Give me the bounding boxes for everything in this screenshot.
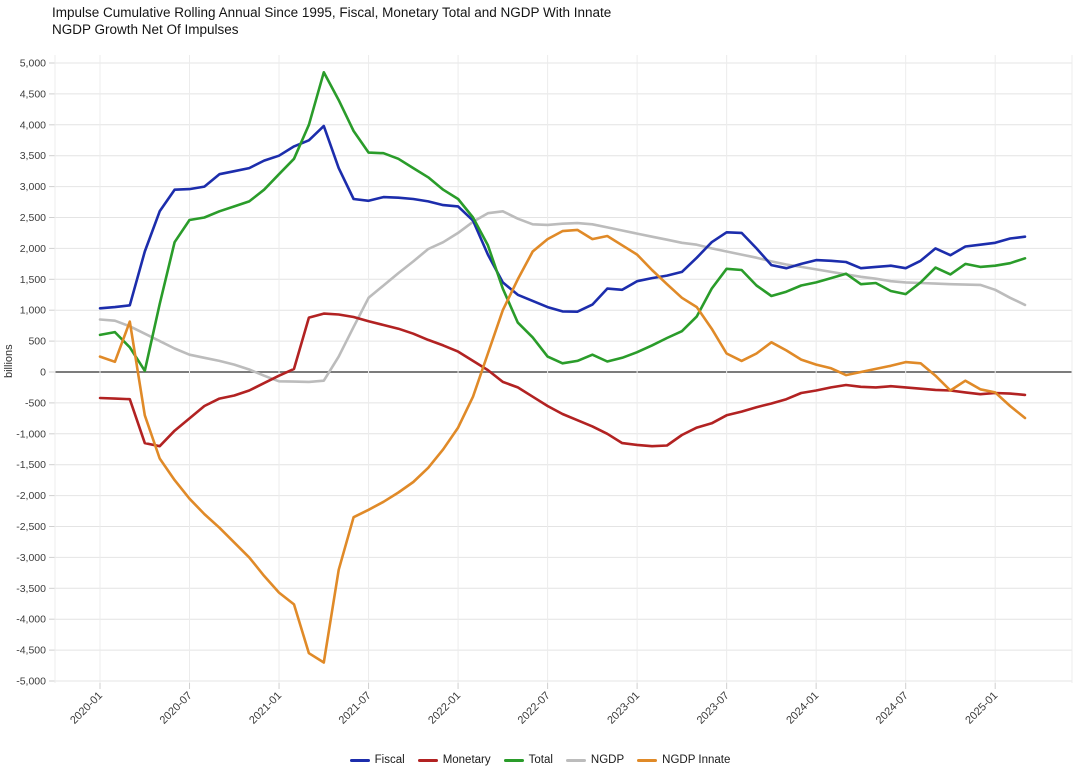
- y-tick-label: -3,000: [16, 552, 46, 564]
- legend-label: Total: [528, 754, 553, 766]
- y-tick-label: 0: [40, 367, 46, 379]
- legend-swatch-icon: [417, 758, 438, 762]
- y-tick-label: -5,000: [16, 676, 46, 688]
- y-tick-label: -1,000: [16, 428, 46, 440]
- legend-item-ngdp: NGDP: [565, 754, 625, 766]
- x-tick-label: 2022-01: [426, 690, 463, 727]
- y-tick-label: 2,000: [20, 243, 46, 255]
- x-tick-label: 2023-01: [605, 690, 642, 727]
- legend-item-ngdp-innate: NGDP Innate: [637, 754, 730, 766]
- chart-title: Impulse Cumulative Rolling Annual Since …: [52, 5, 612, 38]
- x-tick-label: 2023-07: [695, 690, 732, 727]
- legend-swatch-icon: [503, 758, 524, 762]
- legend: Fiscal Monetary Total NGDP NGDP Innate: [0, 754, 1080, 766]
- y-tick-label: -3,500: [16, 583, 46, 595]
- x-tick-label: 2024-07: [874, 690, 911, 727]
- y-tick-label: 3,500: [20, 150, 46, 162]
- y-tick-label: -2,000: [16, 490, 46, 502]
- y-tick-label: 4,000: [20, 119, 46, 131]
- x-tick-label: 2020-07: [158, 690, 195, 727]
- y-tick-label: 2,500: [20, 212, 46, 224]
- legend-swatch-icon: [565, 758, 586, 762]
- y-tick-label: 500: [28, 336, 46, 348]
- series-line-ngdp: [98, 210, 1027, 384]
- series-line-monetary: [98, 312, 1027, 448]
- series-line-total: [98, 71, 1027, 373]
- y-tick-label: -4,500: [16, 645, 46, 657]
- x-tick-label: 2025-01: [963, 690, 1000, 727]
- y-tick-label: -2,500: [16, 521, 46, 533]
- legend-swatch-icon: [637, 758, 658, 762]
- y-tick-label: -4,000: [16, 614, 46, 626]
- series-line-fiscal: [98, 124, 1027, 314]
- x-tick-label: 2021-01: [247, 690, 284, 727]
- legend-label: Fiscal: [374, 754, 405, 766]
- legend-label: NGDP Innate: [662, 754, 731, 766]
- y-tick-label: 5,000: [20, 58, 46, 70]
- x-tick-label: 2021-07: [337, 690, 374, 727]
- y-tick-label: 3,000: [20, 181, 46, 193]
- legend-item-total: Total: [503, 754, 553, 766]
- legend-swatch-icon: [349, 758, 370, 762]
- y-tick-label: 1,500: [20, 274, 46, 286]
- legend-item-fiscal: Fiscal: [349, 754, 405, 766]
- y-tick-label: 1,000: [20, 305, 46, 317]
- x-tick-label: 2024-01: [784, 690, 821, 727]
- y-tick-label: 4,500: [20, 88, 46, 100]
- legend-item-monetary: Monetary: [417, 754, 491, 766]
- series-line-ngdp-innate: [98, 228, 1027, 664]
- x-tick-label: 2020-01: [68, 690, 105, 727]
- x-tick-label: 2022-07: [516, 690, 553, 727]
- y-tick-label: -1,500: [16, 459, 46, 471]
- legend-label: NGDP: [590, 754, 625, 766]
- y-tick-label: -500: [25, 397, 46, 409]
- legend-label: Monetary: [442, 754, 491, 766]
